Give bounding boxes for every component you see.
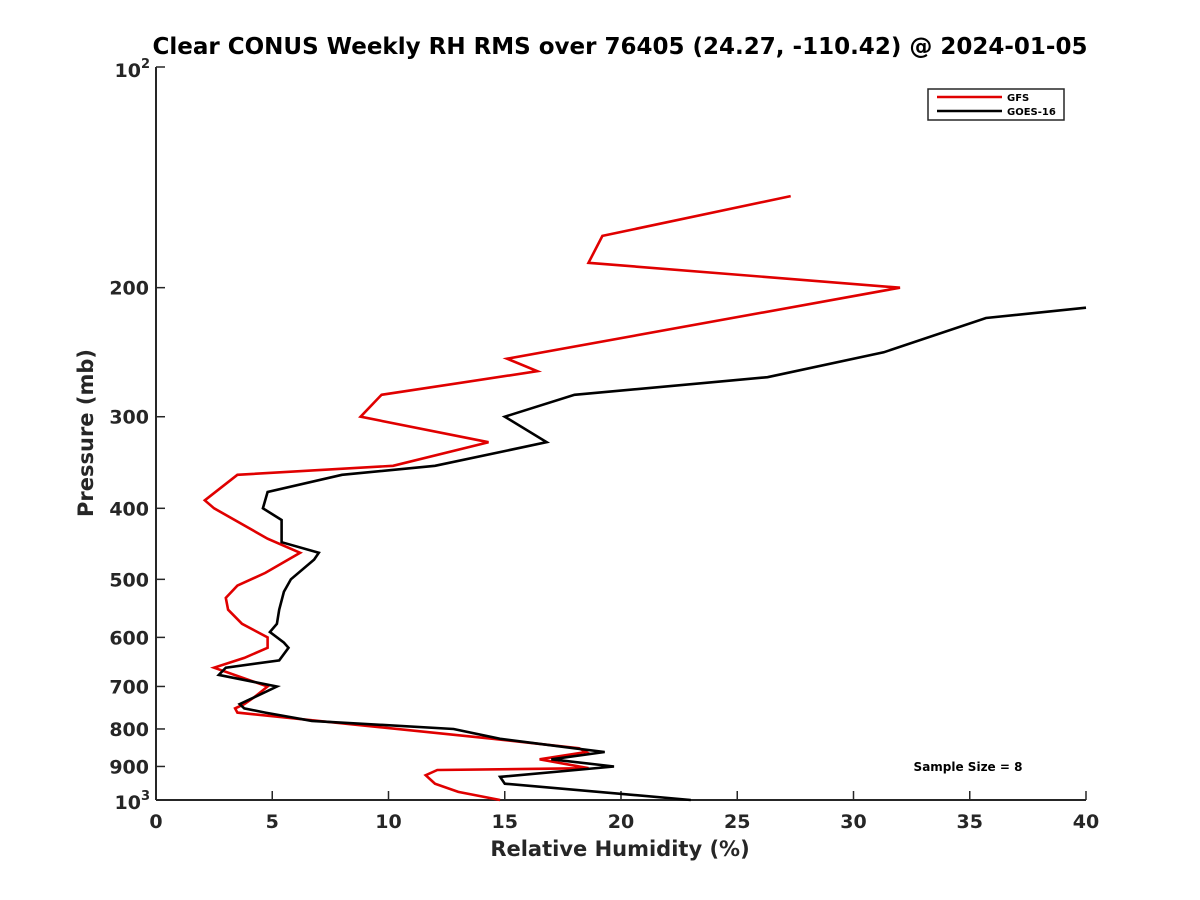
series-line-goes16 <box>216 306 1087 802</box>
series-lines <box>202 194 1087 802</box>
legend-label-gfs: GFS <box>1007 93 1029 104</box>
y-tick-label: 800 <box>109 719 149 741</box>
x-tick-label: 35 <box>957 811 983 833</box>
y-axis-label: Pressure (mb) <box>74 349 98 517</box>
y-bottom-exponent: 3 <box>141 789 150 804</box>
x-tick-label: 40 <box>1073 811 1099 833</box>
y-axis-ticks: 900 800 700 600 500 400 300 200 <box>109 66 165 801</box>
y-tick-label: 700 <box>109 676 149 698</box>
x-tick-label: 15 <box>492 811 518 833</box>
y-tick-label: 200 <box>109 278 149 300</box>
y-tick-label: 300 <box>109 407 149 429</box>
x-tick-label: 20 <box>608 811 634 833</box>
x-tick-label: 25 <box>724 811 750 833</box>
y-tick-label: 500 <box>109 569 149 591</box>
x-axis-label: Relative Humidity (%) <box>490 837 749 861</box>
y-top-exponent: 2 <box>141 57 150 72</box>
x-tick-label: 30 <box>840 811 866 833</box>
legend-box <box>927 88 1065 121</box>
legend-label-goes16: GOES-16 <box>1007 107 1056 118</box>
sample-size-annotation: Sample Size = 8 <box>914 760 1023 774</box>
y-tick-label-top: 102 <box>115 57 151 82</box>
y-tick-label: 900 <box>109 756 149 778</box>
x-tick-label: 0 <box>149 811 162 833</box>
y-top-base: 10 <box>115 60 141 82</box>
chart-title: Clear CONUS Weekly RH RMS over 76405 (24… <box>153 34 1088 60</box>
legend: GFS GOES-16 <box>927 88 1065 121</box>
series-line-gfs <box>202 194 901 802</box>
y-tick-label-bottom: 103 <box>115 789 151 814</box>
y-tick-label: 400 <box>109 498 149 520</box>
x-tick-label: 5 <box>266 811 279 833</box>
x-tick-label: 10 <box>375 811 401 833</box>
y-bottom-base: 10 <box>115 792 141 814</box>
x-axis-ticks: 0 5 10 15 20 25 30 35 40 <box>149 791 1099 833</box>
y-tick-label: 600 <box>109 627 149 649</box>
